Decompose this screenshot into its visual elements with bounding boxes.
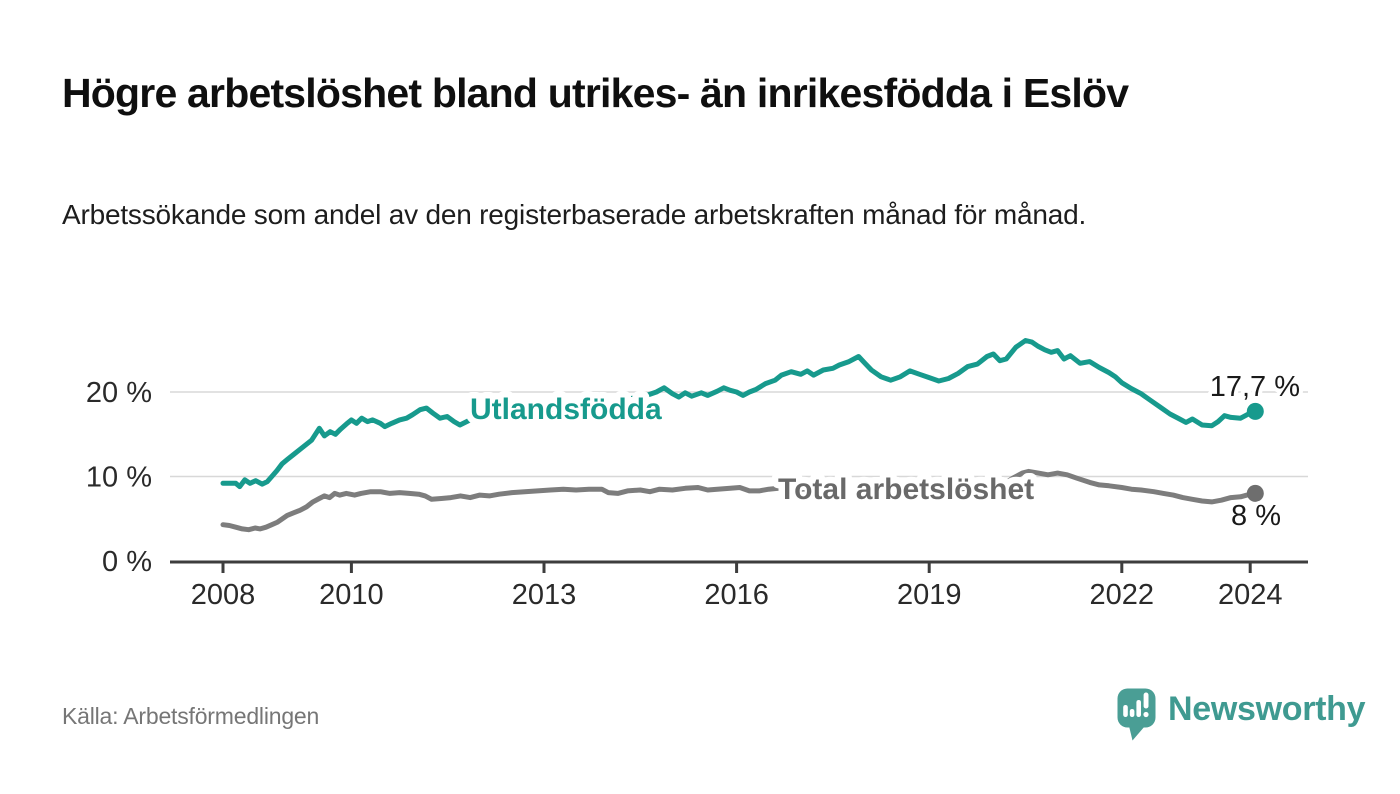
annotations: Utlandsfödda Total arbetslöshet 17,7 % 8…	[464, 367, 1305, 536]
chart-subtitle: Arbetssökande som andel av den registerb…	[62, 199, 1087, 230]
y-tick-label-0: 0 %	[102, 546, 152, 578]
x-tick-label-2022: 2022	[1090, 579, 1155, 611]
x-tick-label-2010: 2010	[319, 579, 384, 611]
x-tick-label-2008: 2008	[191, 579, 256, 611]
newsworthy-logo-icon	[1117, 688, 1156, 741]
x-tick-label-2013: 2013	[512, 579, 577, 611]
y-tick-label-10: 10 %	[86, 462, 152, 494]
y-axis-labels: 0 % 10 % 20 %	[86, 377, 152, 578]
series-end-dot-total-arbetsl-shet	[1246, 484, 1264, 502]
brand-logo: Newsworthy	[1117, 688, 1366, 742]
x-axis: 2008 2010 2013 2016 2019 2022 2024	[170, 560, 1308, 611]
source-note: Källa: Arbetsförmedlingen	[62, 703, 320, 729]
y-tick-label-20: 20 %	[86, 377, 152, 409]
end-value-total-arbetsloshet: 8 %	[1231, 500, 1281, 532]
series-label-total-arbetsloshet: Total arbetslöshet	[778, 473, 1034, 506]
x-tick-label-2024: 2024	[1218, 579, 1283, 611]
chart-title: Högre arbetslöshet bland utrikes- än inr…	[62, 70, 1129, 116]
series-line-utlandsf-dda	[220, 338, 1258, 490]
series-line-total-arbetsl-shet	[220, 468, 1258, 533]
brand-name: Newsworthy	[1168, 690, 1366, 728]
end-value-utlandsfodda: 17,7 %	[1210, 371, 1300, 403]
gridlines	[170, 391, 1308, 478]
series-end-dot-utlandsf-dda	[1246, 402, 1264, 420]
x-tick-label-2019: 2019	[897, 579, 962, 611]
series-lines	[220, 338, 1258, 533]
series-end-dots	[1246, 402, 1264, 502]
series-label-utlandsfodda: Utlandsfödda	[470, 393, 662, 426]
x-tick-label-2016: 2016	[704, 579, 769, 611]
